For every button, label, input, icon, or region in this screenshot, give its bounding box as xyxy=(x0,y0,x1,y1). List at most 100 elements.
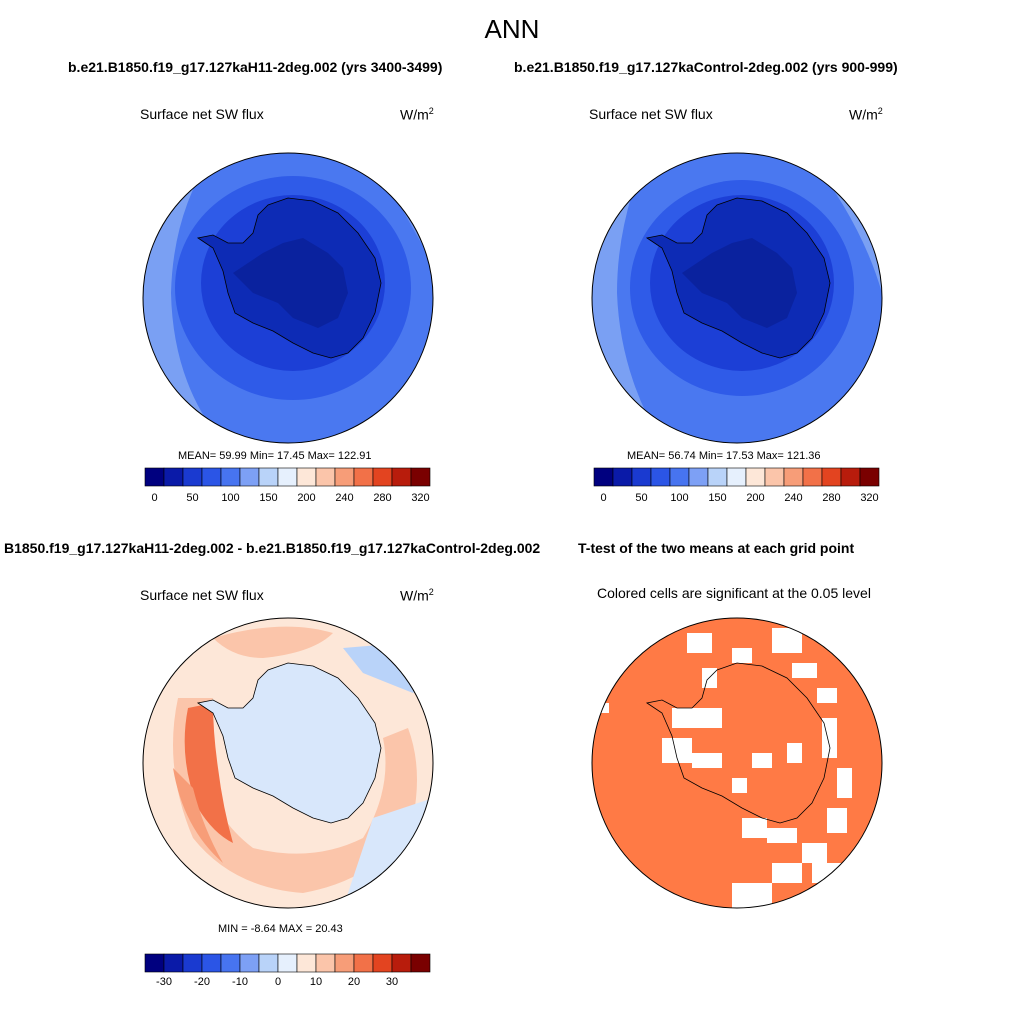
panel2-ice-deep xyxy=(682,238,797,328)
panel1-variable-label: Surface net SW flux xyxy=(140,106,264,122)
panel3-colorbar xyxy=(144,953,431,973)
panel1-units: W/m xyxy=(400,106,429,123)
abs-colorbar-swatch xyxy=(163,467,184,487)
abs-colorbar-tick-label: 200 xyxy=(297,492,316,504)
abs-colorbar-tick-label: 200 xyxy=(746,492,765,504)
diff-colorbar-tick-label: 10 xyxy=(309,976,323,988)
abs-colorbar-tick-label: 320 xyxy=(411,492,430,504)
abs-colorbar-tick-label: 240 xyxy=(784,492,803,504)
abs-colorbar-swatch xyxy=(802,467,823,487)
diff-colorbar-swatch xyxy=(334,953,355,973)
panel4-significance-label: Colored cells are significant at the 0.0… xyxy=(597,585,871,601)
diff-colorbar-swatch xyxy=(296,953,317,973)
diff-colorbar-swatch xyxy=(163,953,184,973)
abs-colorbar-swatch xyxy=(783,467,804,487)
panel1-ice-deep xyxy=(233,238,348,328)
panel1-map xyxy=(142,152,434,444)
abs-colorbar-tick-label: 150 xyxy=(708,492,727,504)
abs-colorbar-swatch xyxy=(258,467,279,487)
abs-colorbar-swatch xyxy=(612,467,633,487)
panel1-stats: MEAN= 59.99 Min= 17.45 Max= 122.91 xyxy=(178,450,372,462)
panel2-colorbar xyxy=(593,467,880,487)
panel2-units-label: W/m2 xyxy=(849,106,883,123)
panel4-coastline xyxy=(645,662,831,824)
abs-colorbar-swatch xyxy=(296,467,317,487)
abs-colorbar-swatch xyxy=(840,467,861,487)
diff-title: B1850.f19_g17.127kaH11-2deg.002 - b.e21.… xyxy=(4,540,541,556)
diff-colorbar-swatch xyxy=(220,953,241,973)
panel3-warm-sw xyxy=(173,768,223,863)
abs-colorbar-tick-label: 240 xyxy=(335,492,354,504)
diff-colorbar-tick-label: -20 xyxy=(194,976,210,988)
figure-title: ANN xyxy=(484,14,540,44)
panel3-units-sup: 2 xyxy=(428,587,434,597)
panel3-warm-north xyxy=(213,626,333,658)
panel3-map xyxy=(142,617,434,909)
abs-colorbar-tick-label: 100 xyxy=(221,492,240,504)
panel1-colorbar-ticks: 0 50 100 150 200 240 280 320 xyxy=(145,492,430,506)
abs-colorbar-tick-label: 280 xyxy=(822,492,841,504)
abs-colorbar-swatch xyxy=(631,467,652,487)
diff-colorbar-swatch xyxy=(258,953,279,973)
abs-colorbar-swatch xyxy=(650,467,671,487)
panel1-units-sup: 2 xyxy=(428,106,434,116)
abs-colorbar-swatch xyxy=(144,467,165,487)
abs-colorbar-tick-label: 320 xyxy=(860,492,879,504)
abs-colorbar-swatch xyxy=(372,467,393,487)
diff-colorbar-swatch xyxy=(391,953,412,973)
diff-colorbar-swatch xyxy=(315,953,336,973)
abs-colorbar-tick-label: 150 xyxy=(259,492,278,504)
panel2-map xyxy=(591,152,883,444)
panel2-variable-label: Surface net SW flux xyxy=(589,106,713,122)
abs-colorbar-swatch xyxy=(859,467,880,487)
diff-colorbar-tick-label: 20 xyxy=(347,976,361,988)
left-case-title: b.e21.B1850.f19_g17.127kaH11-2deg.002 (y… xyxy=(68,59,443,75)
panel2-units: W/m xyxy=(849,106,878,123)
abs-colorbar-tick-label: 0 xyxy=(151,492,158,504)
abs-colorbar-swatch xyxy=(239,467,260,487)
diff-colorbar-tick-label: -30 xyxy=(156,976,172,988)
abs-colorbar-tick-label: 280 xyxy=(373,492,392,504)
abs-colorbar-tick-label: 50 xyxy=(635,492,648,504)
ttest-title: T-test of the two means at each grid poi… xyxy=(578,540,855,556)
abs-colorbar-swatch xyxy=(745,467,766,487)
abs-colorbar-tick-label: 0 xyxy=(600,492,607,504)
diff-colorbar-swatch xyxy=(410,953,431,973)
panel1-edge-light xyxy=(143,153,223,443)
panel2-colorbar-ticks: 0 50 100 150 200 240 280 320 xyxy=(594,492,879,506)
abs-colorbar-swatch xyxy=(334,467,355,487)
abs-colorbar-tick-label: 100 xyxy=(670,492,689,504)
diff-colorbar-tick-label: -10 xyxy=(232,976,248,988)
abs-colorbar-swatch xyxy=(410,467,431,487)
abs-colorbar-swatch xyxy=(353,467,374,487)
diff-colorbar-tick-label: 0 xyxy=(274,976,282,988)
panel3-variable-label: Surface net SW flux xyxy=(140,587,264,603)
abs-colorbar-swatch xyxy=(764,467,785,487)
panel3-colorbar-ticks: -30 -20 -10 0 10 20 30 xyxy=(145,976,430,990)
diff-colorbar-tick-label: 30 xyxy=(385,976,399,988)
right-case-title: b.e21.B1850.f19_g17.127kaControl-2deg.00… xyxy=(514,59,898,75)
abs-colorbar-swatch xyxy=(220,467,241,487)
abs-colorbar-swatch xyxy=(821,467,842,487)
abs-colorbar-swatch xyxy=(726,467,747,487)
panel1-colorbar xyxy=(144,467,431,487)
diff-colorbar-swatch xyxy=(201,953,222,973)
panel1-units-label: W/m2 xyxy=(400,106,434,123)
abs-colorbar-swatch xyxy=(182,467,203,487)
diff-colorbar-swatch xyxy=(182,953,203,973)
abs-colorbar-tick-label: 50 xyxy=(186,492,199,504)
panel4-significant-fill xyxy=(592,618,882,908)
abs-colorbar-swatch xyxy=(593,467,614,487)
abs-colorbar-swatch xyxy=(669,467,690,487)
panel2-units-sup: 2 xyxy=(877,106,883,116)
abs-colorbar-swatch xyxy=(277,467,298,487)
panel3-stats: MIN = -8.64 MAX = 20.43 xyxy=(218,923,343,935)
diff-colorbar-swatch xyxy=(144,953,165,973)
abs-colorbar-swatch xyxy=(688,467,709,487)
panel2-stats: MEAN= 56.74 Min= 17.53 Max= 121.36 xyxy=(627,450,821,462)
panel3-warm-west xyxy=(173,698,417,893)
panel3-units: W/m xyxy=(400,587,429,604)
abs-colorbar-swatch xyxy=(201,467,222,487)
panel3-cool-ice xyxy=(196,662,382,824)
diff-colorbar-swatch xyxy=(353,953,374,973)
